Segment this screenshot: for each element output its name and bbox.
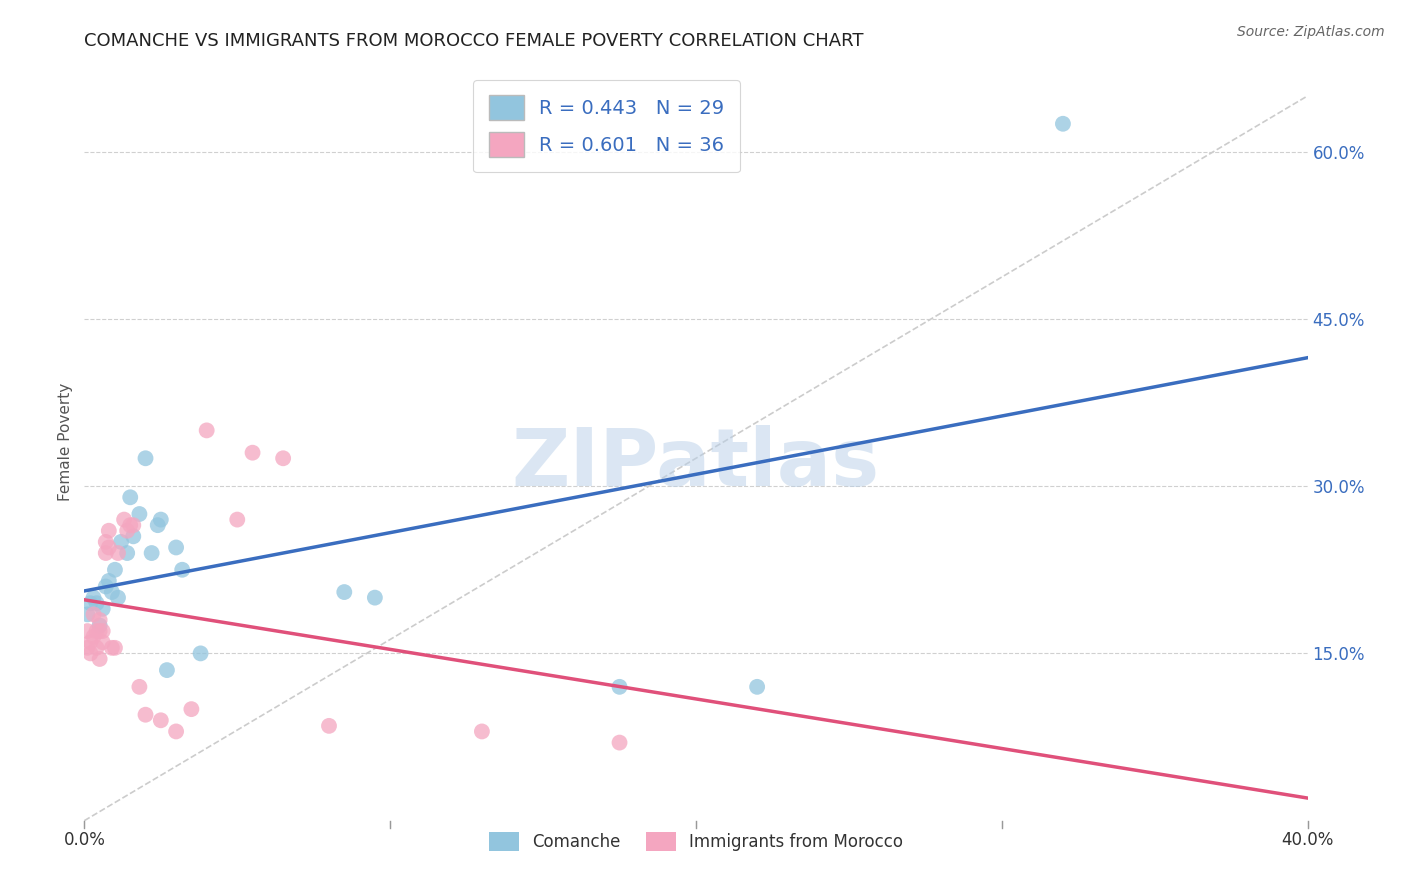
Point (94, 580, 117, 594)
Point (86, 596, 108, 610)
Point (165, 541, 187, 555)
Point (128, 507, 150, 521)
Point (107, 546, 129, 560)
Point (83, 591, 105, 605)
Point (195, 424, 218, 438)
Point (120, 518, 142, 533)
Point (76, 640, 98, 655)
Point (76, 624, 98, 639)
Point (364, 591, 387, 605)
Point (107, 591, 129, 605)
Point (115, 546, 138, 560)
Text: Source: ZipAtlas.com: Source: ZipAtlas.com (1237, 25, 1385, 39)
Point (97, 541, 120, 555)
Point (141, 546, 163, 560)
Point (86, 624, 108, 639)
Point (318, 719, 340, 733)
Point (149, 512, 172, 526)
Point (83, 607, 105, 622)
Text: COMANCHE VS IMMIGRANTS FROM MOROCCO FEMALE POVERTY CORRELATION CHART: COMANCHE VS IMMIGRANTS FROM MOROCCO FEMA… (84, 32, 863, 50)
Point (122, 529, 145, 543)
Point (91, 602, 114, 616)
Point (110, 535, 132, 549)
Point (271, 451, 294, 466)
Text: ZIPatlas: ZIPatlas (512, 425, 880, 503)
Point (120, 491, 142, 505)
Y-axis label: Female Poverty: Female Poverty (58, 383, 73, 500)
Point (135, 707, 157, 722)
Point (89, 613, 111, 627)
Point (94, 546, 117, 560)
Point (226, 512, 249, 526)
Point (609, 680, 631, 694)
Point (83, 630, 105, 644)
Point (89, 618, 111, 632)
Point (97, 524, 120, 538)
Point (76, 607, 98, 622)
Point (79, 596, 101, 610)
Point (101, 585, 124, 599)
Point (101, 640, 124, 655)
Point (609, 735, 631, 749)
Point (97, 574, 120, 588)
Point (180, 702, 202, 716)
Point (333, 585, 356, 599)
Point (165, 724, 187, 739)
Point (122, 518, 145, 533)
Point (1052, 117, 1074, 131)
Point (79, 635, 101, 649)
Legend: Comanche, Immigrants from Morocco: Comanche, Immigrants from Morocco (482, 825, 910, 858)
Point (89, 652, 111, 666)
Point (172, 563, 194, 577)
Point (104, 640, 127, 655)
Point (146, 518, 169, 533)
Point (115, 524, 138, 538)
Point (104, 563, 127, 577)
Point (149, 714, 172, 728)
Point (91, 624, 114, 639)
Point (190, 646, 212, 660)
Point (94, 535, 117, 549)
Point (91, 635, 114, 649)
Point (242, 446, 264, 460)
Point (86, 640, 108, 655)
Point (156, 663, 179, 677)
Point (471, 724, 494, 739)
Point (112, 512, 135, 526)
Point (135, 451, 157, 466)
Point (89, 624, 111, 639)
Point (79, 646, 101, 660)
Point (128, 680, 150, 694)
Point (747, 680, 769, 694)
